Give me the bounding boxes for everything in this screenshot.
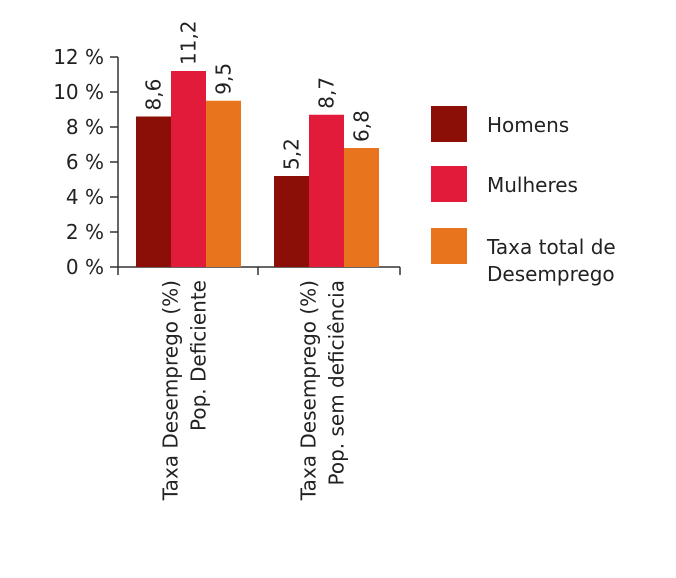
y-tick-label: 4 % xyxy=(66,185,104,209)
legend: Homens Mulheres Taxa total de Desemprego xyxy=(431,106,616,286)
bars xyxy=(136,71,379,267)
legend-swatch xyxy=(431,228,467,264)
data-label: 8,7 xyxy=(315,77,339,109)
x-ticks xyxy=(117,267,401,275)
legend-swatch xyxy=(431,166,467,202)
legend-label: Taxa total de xyxy=(486,235,616,259)
y-tick-label: 10 % xyxy=(53,80,104,104)
legend-label: Homens xyxy=(487,113,569,137)
category-labels: Taxa Desemprego (%) Pop. Deficiente Taxa D… xyxy=(159,280,349,501)
y-tick-label: 0 % xyxy=(66,255,104,279)
x-tick-label: Pop. sem deficiência xyxy=(325,280,349,486)
legend-label: Desemprego xyxy=(487,262,615,286)
bar xyxy=(206,100,241,267)
x-tick-label: Taxa Desemprego (%) xyxy=(297,280,321,501)
data-label: 8,6 xyxy=(142,79,166,111)
x-tick-label: Taxa Desemprego (%) xyxy=(159,280,183,501)
bar xyxy=(309,114,344,267)
y-ticks: 0 % 2 % 4 % 6 % 8 % 10 % 12 % xyxy=(53,45,118,279)
data-label: 11,2 xyxy=(177,20,201,65)
bar xyxy=(344,148,379,267)
y-tick-label: 8 % xyxy=(66,115,104,139)
y-tick-label: 12 % xyxy=(53,45,104,69)
data-label: 5,2 xyxy=(280,138,304,170)
bar xyxy=(274,176,309,267)
y-tick-label: 2 % xyxy=(66,220,104,244)
legend-swatch xyxy=(431,106,467,142)
legend-label: Mulheres xyxy=(487,173,578,197)
y-tick-label: 6 % xyxy=(66,150,104,174)
bar xyxy=(136,116,171,267)
data-label: 6,8 xyxy=(350,110,374,142)
x-tick-label: Pop. Deficiente xyxy=(187,280,211,431)
data-label: 9,5 xyxy=(212,63,236,95)
value-labels: 8,6 5,2 11,2 8,7 9,5 6,8 xyxy=(142,20,374,170)
bar xyxy=(171,71,206,267)
